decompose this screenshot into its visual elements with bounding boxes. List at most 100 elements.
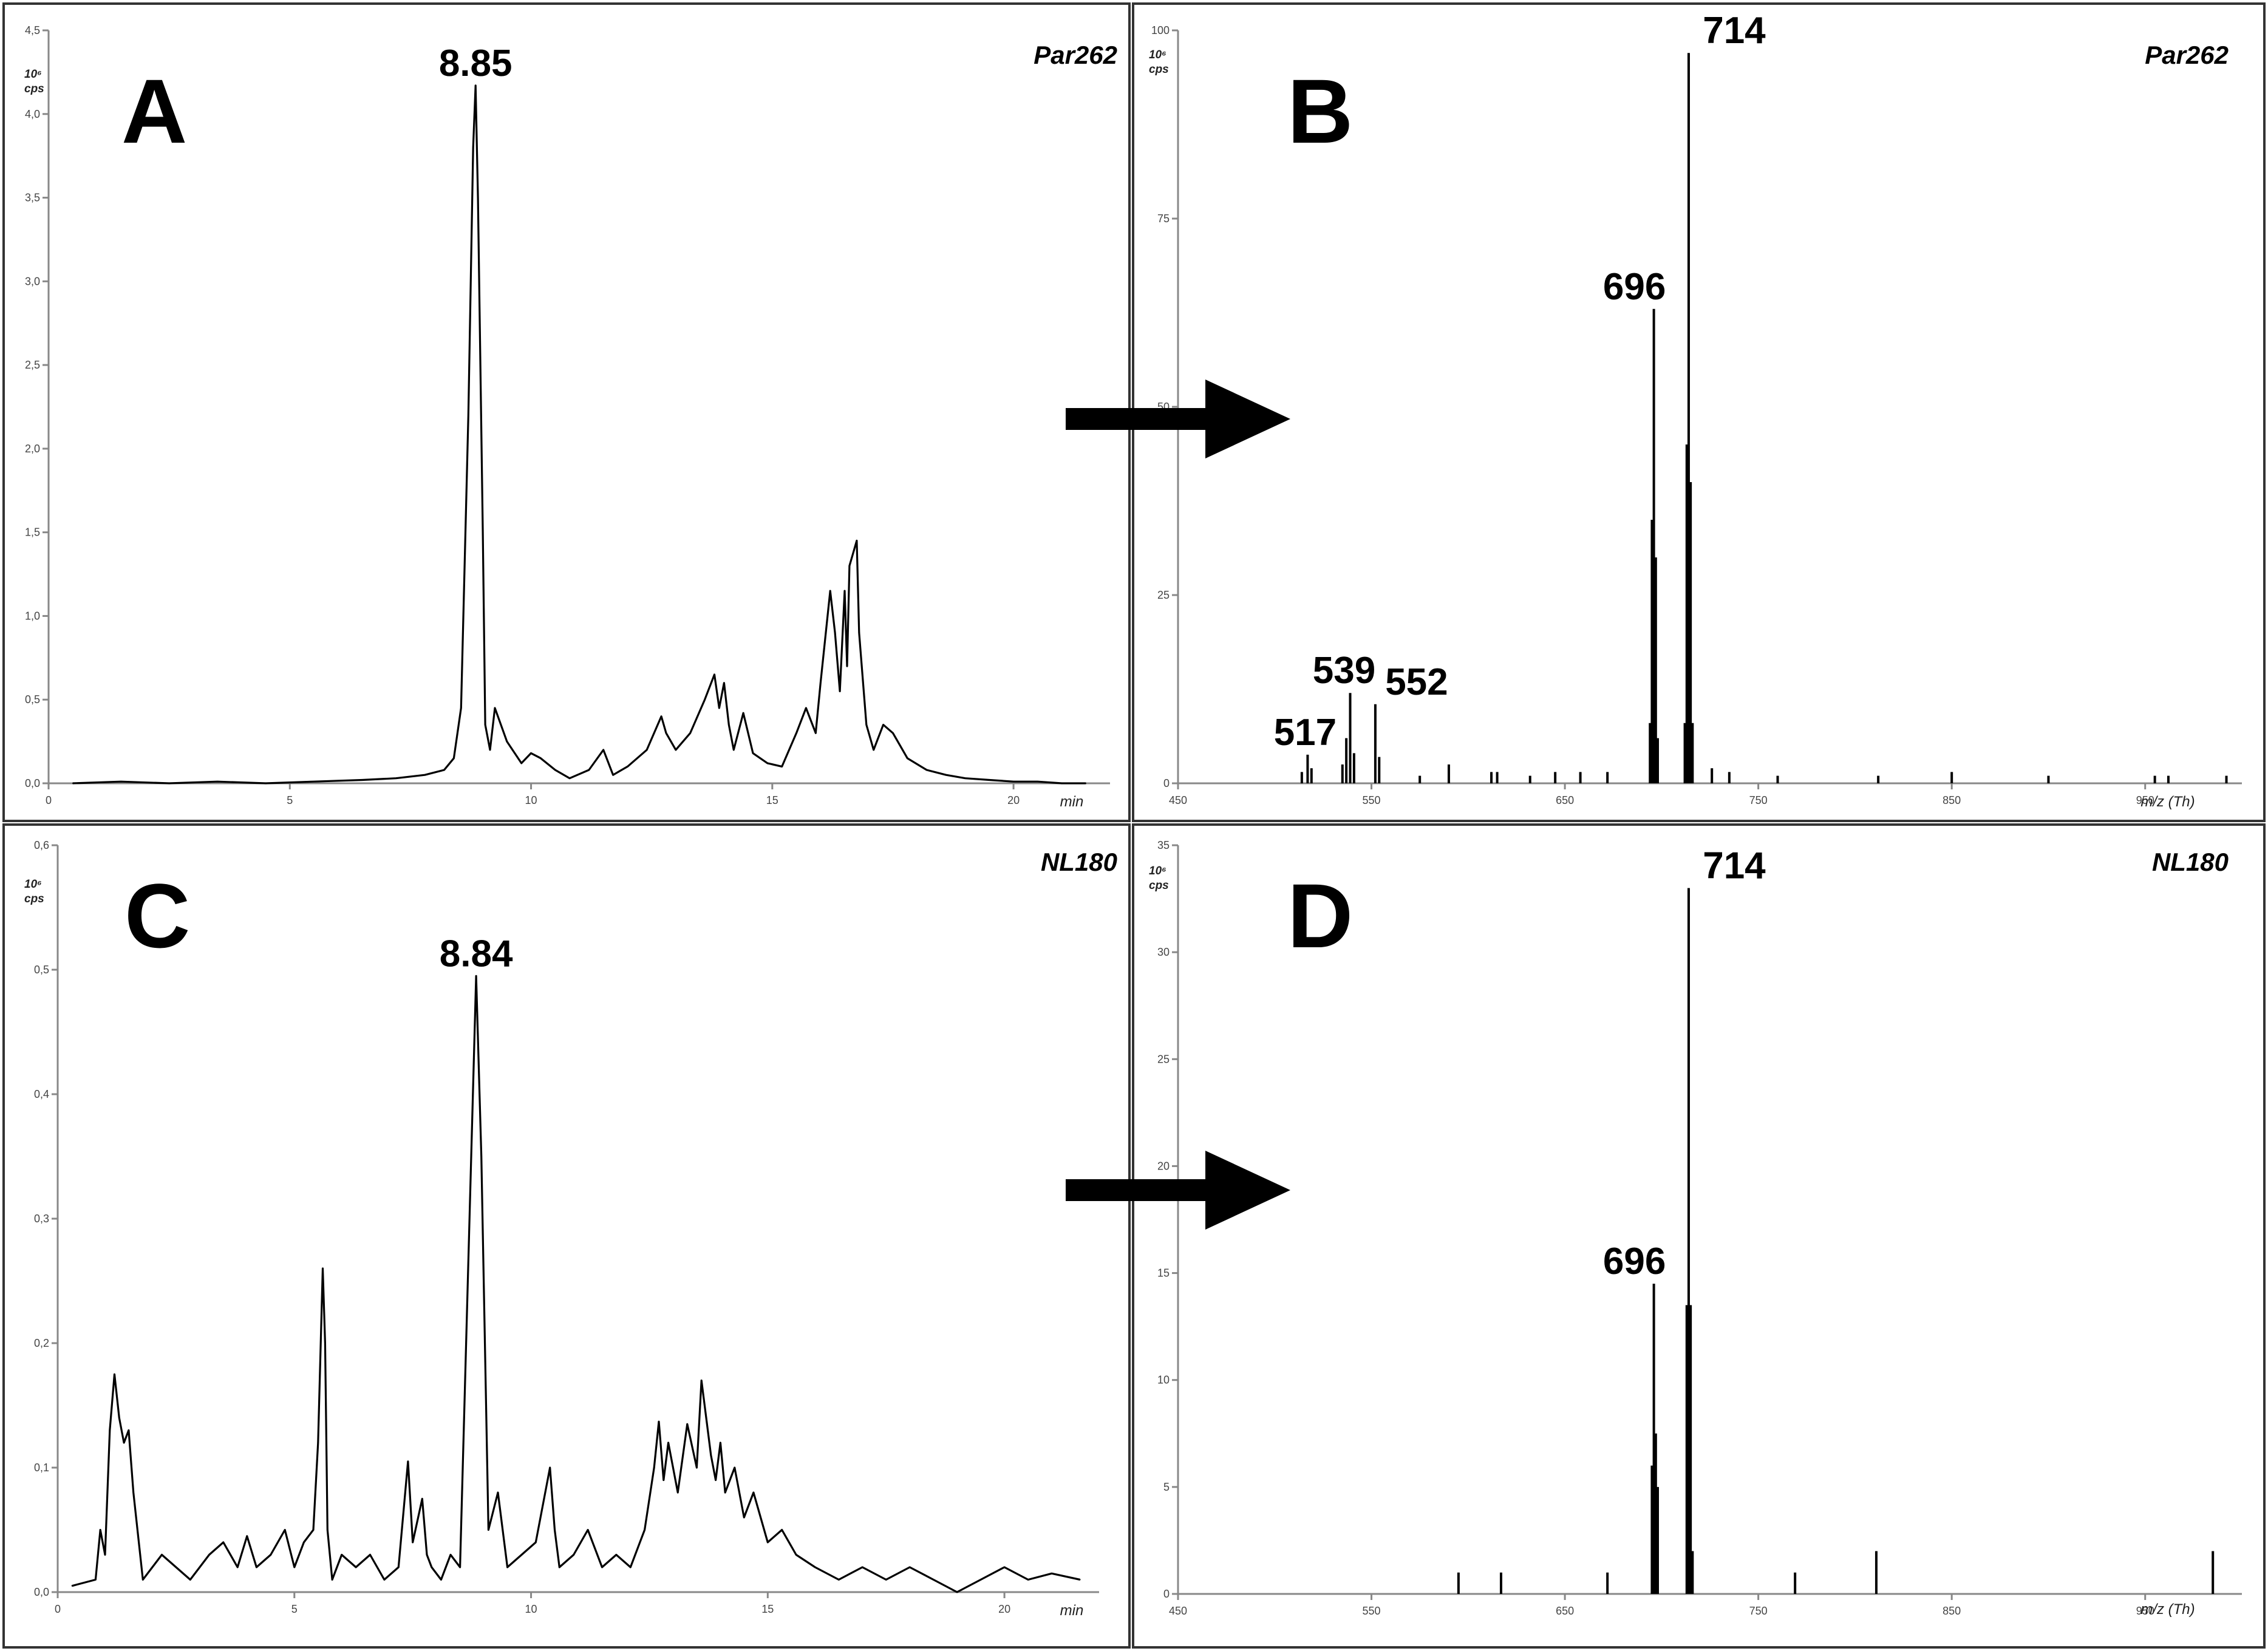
data-point — [284, 1529, 285, 1531]
data-point — [627, 766, 628, 768]
data-point — [781, 766, 783, 768]
data-point — [820, 682, 822, 684]
data-point — [834, 632, 836, 633]
data-point — [862, 1567, 863, 1568]
x-tick-label: 850 — [1943, 1605, 1961, 1617]
data-point — [303, 1542, 305, 1543]
data-point — [450, 1554, 451, 1556]
x-tick-label: 5 — [291, 1603, 298, 1615]
data-point — [327, 1529, 329, 1531]
data-point — [658, 1421, 659, 1422]
data-point — [152, 1567, 153, 1568]
data-point — [313, 1529, 314, 1531]
y-tick-label: 0,6 — [34, 839, 49, 851]
data-point — [805, 707, 807, 709]
data-point — [559, 1567, 560, 1568]
peak-label: 696 — [1603, 266, 1666, 308]
data-point — [602, 749, 604, 751]
data-point — [341, 1554, 342, 1556]
data-point — [710, 1454, 712, 1456]
y-unit-label: 10⁶ — [24, 878, 42, 891]
y-unit-label: cps — [24, 83, 44, 95]
y-tick-label: 1,0 — [25, 610, 40, 622]
x-tick-label: 15 — [761, 1603, 774, 1615]
data-point — [677, 1492, 679, 1493]
data-point — [237, 1567, 239, 1568]
data-point — [743, 1517, 745, 1518]
peak-label: 8.84 — [440, 933, 513, 975]
data-point — [475, 975, 477, 977]
data-point — [701, 1380, 702, 1381]
y-tick-label: 25 — [1157, 1053, 1170, 1065]
data-point — [767, 763, 768, 764]
y-tick-label: 15 — [1157, 1267, 1170, 1279]
data-point — [475, 85, 476, 86]
data-point — [407, 1460, 409, 1462]
data-point — [964, 777, 966, 779]
data-point — [926, 769, 927, 771]
data-point — [123, 1442, 124, 1443]
sample-label: NL180 — [2152, 848, 2229, 876]
y-unit-label: 10⁶ — [1149, 865, 1166, 877]
x-tick-label: 750 — [1749, 794, 1768, 806]
data-point — [469, 1218, 471, 1219]
data-point — [554, 1529, 556, 1531]
data-point — [724, 1492, 726, 1493]
chromatogram-trace — [71, 975, 1081, 1593]
x-axis-label: m/z (Th) — [2140, 1601, 2195, 1618]
data-point — [907, 757, 908, 759]
panel-a: 0 5 10 15 20 0,0 0,5 1,0 1,5 2,0 2,5 3,0 3,5 4,0 4,5 10… — [2, 2, 1131, 822]
data-point — [494, 707, 495, 709]
data-point — [395, 777, 397, 779]
data-point — [573, 1554, 574, 1556]
panel-border — [1132, 823, 2266, 1649]
panel-c: 0 5 10 15 20 0,0 0,1 0,2 0,3 0,4 0,5 0,6 10⁶ cps min C N… — [2, 823, 1131, 1649]
data-point — [1027, 1579, 1029, 1581]
panel-letter: A — [121, 60, 187, 162]
data-point — [733, 749, 735, 751]
peak-label: 696 — [1603, 1241, 1666, 1282]
data-point — [322, 1268, 324, 1269]
y-tick-label: 0,3 — [34, 1213, 49, 1225]
data-point — [247, 1535, 248, 1537]
x-tick-label: 450 — [1169, 1605, 1187, 1617]
data-point — [686, 1423, 688, 1425]
data-point — [142, 1579, 144, 1581]
data-point — [859, 632, 860, 633]
y-unit-label: 10⁶ — [1149, 49, 1166, 61]
data-point — [814, 1567, 816, 1568]
data-point — [431, 1567, 432, 1568]
y-tick-label: 25 — [1157, 589, 1170, 601]
data-point — [460, 707, 462, 709]
x-tick-label: 450 — [1169, 794, 1187, 806]
data-point — [663, 1479, 664, 1481]
x-tick-label: 15 — [766, 794, 778, 806]
data-point — [521, 1554, 522, 1556]
data-point — [313, 781, 315, 783]
data-point — [1013, 781, 1014, 783]
x-axis-label: min — [1060, 1602, 1084, 1619]
data-point — [114, 1374, 115, 1375]
y-tick-label: 0,5 — [25, 693, 40, 706]
data-point — [815, 732, 817, 734]
data-point — [384, 1579, 385, 1581]
data-point — [95, 1579, 97, 1581]
data-point — [440, 1579, 442, 1581]
data-point — [256, 1567, 257, 1568]
y-tick-label: 1,5 — [25, 526, 40, 539]
data-point — [720, 1442, 721, 1443]
data-point — [839, 690, 840, 692]
data-point — [217, 781, 218, 783]
x-tick-label: 0 — [46, 794, 52, 806]
data-point — [753, 1492, 754, 1493]
sample-label: NL180 — [1041, 848, 1117, 876]
data-point — [480, 1156, 482, 1157]
data-point — [715, 1479, 717, 1481]
x-tick-label: 5 — [287, 794, 293, 806]
sample-label: Par262 — [1034, 41, 1117, 69]
y-tick-label: 5 — [1163, 1481, 1170, 1493]
y-tick-label: 20 — [1157, 1160, 1170, 1172]
data-point — [497, 1492, 499, 1493]
peak-label: 8.85 — [439, 43, 513, 84]
data-point — [933, 1579, 934, 1581]
